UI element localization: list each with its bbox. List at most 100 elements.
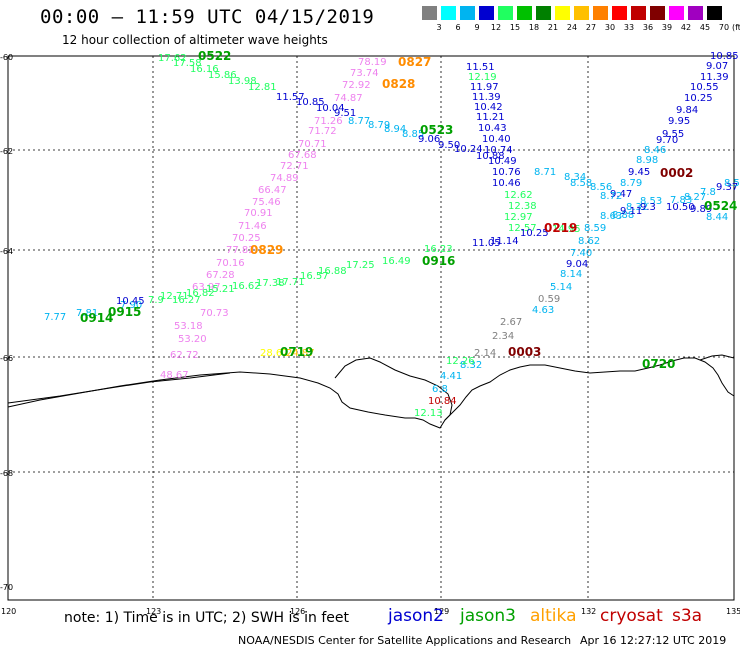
swh-value: 9.50 — [438, 140, 460, 151]
scale-label: 30 — [604, 23, 616, 32]
track-time-label: 0003 — [508, 345, 541, 359]
swh-value: 7.90 — [120, 300, 142, 311]
scale-label: 3 — [436, 23, 442, 32]
scale-label: 45 — [699, 23, 711, 32]
scale-swatch — [612, 6, 627, 20]
swh-value: 11.51 — [466, 62, 495, 73]
footer-note: note: 1) Time is in UTC; 2) SWH is in fe… — [64, 610, 350, 626]
swh-value: 71.26 — [314, 116, 343, 127]
swh-value: 10.85 — [296, 97, 325, 108]
swh-value: 12.26 — [446, 356, 475, 367]
scale-swatch — [441, 6, 456, 20]
swh-value: 17.58 — [173, 58, 202, 69]
swh-value: 10.88 — [476, 151, 505, 162]
track-time-label: 0219 — [544, 221, 577, 235]
swh-value: 71.72 — [308, 126, 337, 137]
swh-value: 28.62 — [260, 348, 289, 359]
swh-value: 11.14 — [490, 236, 519, 247]
scale-label: 24 — [566, 23, 578, 32]
swh-value: 9.55 — [662, 129, 684, 140]
scale-label: 12 — [490, 23, 502, 32]
scale-swatch — [650, 6, 665, 20]
swh-value: 17.38 — [256, 278, 285, 289]
swh-value: 5.14 — [550, 282, 572, 293]
swh-value: 10.85 — [710, 51, 739, 62]
swh-value: 73.74 — [350, 68, 379, 79]
swh-value: 2.14 — [474, 348, 496, 359]
swh-value: 16.88 — [318, 266, 347, 277]
scale-swatch — [707, 6, 722, 20]
swh-value: 10.45 — [116, 296, 145, 307]
swh-value: 16.49 — [382, 256, 411, 267]
legend-s3a: s3a — [672, 606, 703, 626]
swh-value: 8.79 — [620, 178, 642, 189]
swh-value: 8.85 — [402, 129, 424, 140]
scale-swatch — [536, 6, 551, 20]
track-time-label: 0915 — [108, 305, 141, 319]
legend-jason3: jason3 — [460, 606, 516, 626]
swh-value: 63.97 — [192, 282, 221, 293]
swh-value: 8.32 — [460, 360, 482, 371]
swh-value: 16.82 — [186, 288, 215, 299]
lon-label: 132 — [581, 607, 596, 616]
swh-value: 24.87 — [286, 348, 315, 359]
lat-label: -62 — [0, 147, 13, 156]
swh-value: 10.40 — [482, 134, 511, 145]
swh-value: 9.84 — [676, 105, 698, 116]
swh-value: 4.41 — [440, 371, 462, 382]
swh-value: 66.47 — [258, 185, 287, 196]
swh-value: 8.62 — [578, 236, 600, 247]
lon-label: 126 — [290, 607, 305, 616]
scale-swatch — [631, 6, 646, 20]
swh-value: 70.91 — [244, 208, 273, 219]
swh-value: 11.39 — [700, 72, 729, 83]
swh-value: 67.28 — [206, 270, 235, 281]
track-time-label: 0914 — [80, 311, 113, 325]
map-title: 00:00 – 11:59 UTC 04/15/2019 — [40, 6, 375, 28]
swh-value: 11.57 — [276, 92, 305, 103]
swh-value: 72.92 — [342, 80, 371, 91]
swh-value: 16.23 — [424, 244, 453, 255]
scale-label: 42 — [680, 23, 692, 32]
legend-jason2: jason2 — [388, 606, 444, 626]
swh-value: 72.71 — [280, 161, 309, 172]
swh-value: 7.9 — [148, 295, 164, 306]
lat-label: -60 — [0, 53, 13, 62]
swh-value: 8.14 — [560, 269, 582, 280]
swh-value: 9.11 — [620, 206, 642, 217]
swh-value: 75.46 — [252, 197, 281, 208]
swh-value: 9.3 — [640, 202, 656, 213]
swh-value: 10.49 — [488, 156, 517, 167]
swh-value: 9.06 — [418, 134, 440, 145]
swh-value: 8.56 — [590, 182, 612, 193]
scale-swatch — [479, 6, 494, 20]
scale-swatch — [498, 6, 513, 20]
scale-label: 6 — [455, 23, 461, 32]
scale-label: 27 — [585, 23, 597, 32]
swh-value: 8.79 — [368, 120, 390, 131]
swh-value: 12.13 — [414, 408, 443, 419]
swh-value: 8.44 — [706, 212, 728, 223]
swh-value: 10.42 — [474, 102, 503, 113]
track-time-label: 0828 — [382, 77, 415, 91]
scale-label: 21 — [547, 23, 559, 32]
scale-label: 70 — [718, 23, 730, 32]
swh-value: 70.16 — [216, 258, 245, 269]
swh-value: 10.25 — [520, 228, 549, 239]
swh-value: 9.47 — [610, 189, 632, 200]
credit-text: NOAA/NESDIS Center for Satellite Applica… — [238, 634, 572, 647]
track-time-label: 0002 — [660, 166, 693, 180]
lat-label: -66 — [0, 354, 13, 363]
legend-cryosat: cryosat — [600, 606, 663, 626]
swh-value: 12.57 — [508, 223, 537, 234]
swh-value: 10.25 — [684, 93, 713, 104]
track-time-label: 0522 — [198, 49, 231, 63]
swh-value: 8.63 — [600, 211, 622, 222]
swh-value: 9.07 — [706, 61, 728, 72]
scale-swatch — [688, 6, 703, 20]
swh-value: 10.24 — [454, 144, 483, 155]
lon-label: 129 — [434, 607, 449, 616]
lat-label: -68 — [0, 469, 13, 478]
swh-value: 53.20 — [178, 334, 207, 345]
